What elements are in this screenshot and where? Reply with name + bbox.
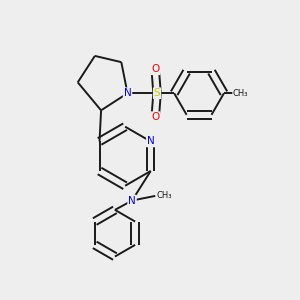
Text: N: N: [128, 196, 136, 206]
Text: O: O: [152, 112, 160, 122]
Text: CH₃: CH₃: [156, 191, 172, 200]
Text: CH₃: CH₃: [233, 89, 248, 98]
Text: N: N: [147, 136, 154, 146]
Text: S: S: [154, 88, 160, 98]
Text: O: O: [152, 64, 160, 74]
Text: N: N: [124, 88, 131, 98]
